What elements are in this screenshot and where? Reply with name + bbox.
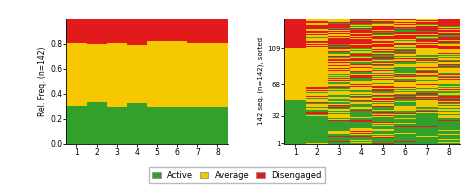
Bar (107, 19, 127, 43)
Bar (127, 103, 147, 144)
Bar (86, 44, 107, 102)
Bar (127, 19, 147, 45)
Legend: Active, Average, Disengaged: Active, Average, Disengaged (149, 167, 325, 183)
Bar (187, 19, 208, 43)
Bar (107, 107, 127, 144)
Bar (208, 43, 228, 107)
Bar (86, 19, 107, 44)
Y-axis label: 142 seq. (n=142), sorted: 142 seq. (n=142), sorted (257, 37, 264, 125)
Bar (147, 107, 167, 144)
Bar (107, 43, 127, 107)
Bar (66, 106, 86, 144)
Bar (167, 19, 187, 41)
Bar (147, 41, 167, 107)
Bar (167, 41, 187, 107)
Bar (187, 107, 208, 144)
Bar (147, 19, 167, 41)
Y-axis label: Rel. Freq. (n=142): Rel. Freq. (n=142) (38, 46, 47, 116)
Bar (208, 107, 228, 144)
Bar (66, 43, 86, 106)
Bar (127, 45, 147, 103)
Bar (86, 102, 107, 144)
Bar (66, 19, 86, 43)
Bar (167, 107, 187, 144)
Bar (208, 19, 228, 43)
Bar (187, 43, 208, 107)
